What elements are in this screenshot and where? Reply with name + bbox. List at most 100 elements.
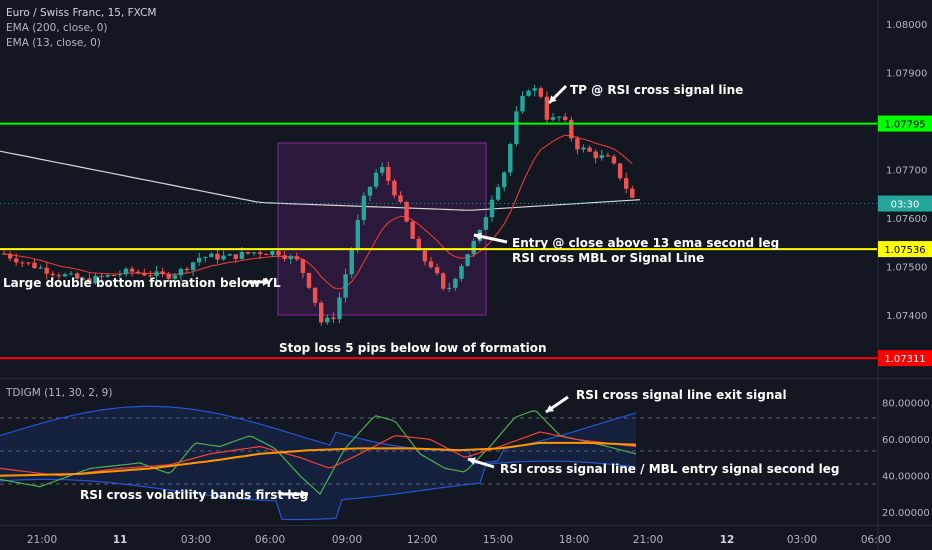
candle-body (105, 275, 110, 277)
candle-body (282, 255, 287, 260)
level-layer: 1.07795 1.07536 1.07311 (0, 115, 932, 367)
entry-level-label: 1.07536 (884, 245, 925, 256)
candle-body (410, 221, 415, 239)
candle-body (99, 275, 104, 277)
candle-body (538, 88, 543, 97)
candle-body (544, 96, 550, 120)
candle-body (221, 255, 226, 260)
candle-body (294, 256, 299, 260)
candle-body (258, 252, 263, 255)
ema200-line (0, 150, 641, 211)
candle-body (203, 257, 208, 259)
entry-signal-annotation: RSI cross signal line / MBL entry signal… (500, 462, 840, 476)
candle-body (306, 272, 312, 288)
candle-body (270, 251, 275, 255)
indicator-axis-tick: 40.00000 (882, 472, 930, 483)
candle-body (215, 253, 220, 260)
ema13-legend: EMA (13, close, 0) (6, 37, 101, 49)
candle-body (355, 219, 360, 250)
current-price-label: 03:30 (891, 200, 920, 211)
candle-body (148, 275, 153, 277)
candle-body (630, 188, 635, 198)
time-axis-tick: 03:00 (787, 534, 817, 546)
candle-body (44, 267, 49, 274)
candle-body (605, 155, 611, 157)
stop-loss-annotation: Stop loss 5 pips below low of formation (279, 341, 547, 355)
candle-body (373, 172, 379, 187)
symbol-title: Euro / Swiss Franc, 15, FXCM (6, 7, 157, 19)
candle-body (416, 238, 421, 251)
candle-body (197, 257, 202, 263)
candle-body (312, 287, 318, 303)
entry-signal-arrow-head (468, 457, 476, 465)
candle-body (251, 252, 257, 254)
candle-body (337, 297, 342, 320)
tp-level-label: 1.07795 (884, 120, 925, 131)
candle-body (502, 172, 507, 188)
candle-body (520, 95, 525, 112)
candle-body (160, 271, 165, 274)
candle-body (325, 317, 330, 323)
time-axis-tick: 12 (720, 534, 735, 546)
first-leg-arrow-head (300, 490, 308, 498)
candle-body (264, 254, 269, 256)
first-leg-annotation: RSI cross volatility bands first leg (80, 488, 308, 502)
candle-body (386, 166, 391, 181)
candle-body (276, 251, 281, 256)
candle-body (142, 272, 147, 276)
candle-body (349, 249, 354, 275)
candle-body (50, 273, 55, 276)
candle-body (75, 273, 80, 279)
time-axis-tick: 03:00 (181, 534, 211, 546)
candle-body (32, 262, 37, 269)
time-axis-tick: 06:00 (255, 534, 285, 546)
signal-line (0, 431, 637, 477)
candle-body (166, 273, 171, 279)
candle-body (233, 254, 238, 259)
time-axis-tick: 11 (113, 534, 128, 546)
candle-body (136, 271, 141, 273)
candle-body (178, 268, 184, 276)
candle-body (593, 151, 598, 159)
candle-body (434, 267, 440, 274)
candle-body (129, 268, 135, 272)
price-axis-tick: 1.07900 (886, 69, 927, 80)
entry-level-label-bg (878, 241, 932, 258)
time-axis-tick: 09:00 (332, 534, 362, 546)
annotation-layer: TP @ RSI cross signal line Entry @ close … (3, 83, 840, 502)
time-axis-tick: 21:00 (633, 534, 663, 546)
candle-body (556, 116, 562, 118)
volatility-band-fill (0, 406, 636, 520)
candle-body (624, 178, 629, 189)
time-axis-tick: 18:00 (559, 534, 589, 546)
ema13-line (3, 134, 633, 290)
candle-body (508, 143, 513, 173)
candle-body (398, 195, 403, 202)
entry-annotation: Entry @ close above 13 ema second leg (512, 236, 779, 250)
candle-body (331, 317, 336, 320)
candle-body (209, 253, 214, 258)
candle-body (81, 278, 86, 280)
candle-body (563, 116, 568, 120)
candle-body (617, 163, 623, 179)
exit-signal-arrow-head (546, 404, 554, 412)
indicator-axis-tick: 20.00000 (882, 508, 930, 519)
candle-body (117, 274, 123, 276)
current-price-label-bg (878, 195, 932, 212)
axis-layer: 1.08000 1.07900 1.07700 1.07600 1.07500 1.074… (27, 20, 932, 546)
candle-body (441, 273, 446, 289)
candle-body (300, 259, 306, 273)
candle-body (459, 266, 464, 279)
candle-body (380, 166, 385, 173)
candle-body (361, 195, 367, 220)
candle-body (319, 302, 324, 323)
candle-body (38, 267, 43, 269)
tp-level-label-bg (878, 115, 932, 132)
price-axis-tick: 1.08000 (886, 20, 927, 31)
indicator-axis-tick: 80.00000 (882, 399, 930, 410)
candle-body (7, 253, 13, 259)
candle-body (575, 138, 580, 150)
candle-body (1, 253, 7, 255)
